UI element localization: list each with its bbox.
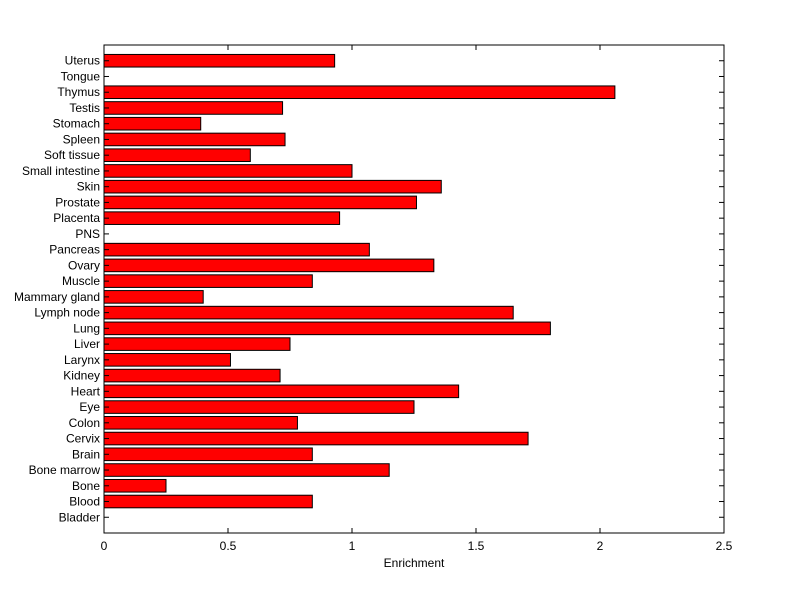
y-tick-label: Bladder [59, 510, 100, 524]
y-tick-label: Soft tissue [44, 148, 100, 162]
y-tick-label: Testis [69, 101, 100, 115]
y-tick-label: Lung [73, 321, 100, 335]
y-tick-label: Spleen [63, 132, 100, 146]
y-tick-label: Small intestine [22, 164, 100, 178]
y-tick-label: Pancreas [49, 243, 100, 257]
bar-stomach [103, 116, 202, 131]
bar-placenta [103, 211, 341, 225]
bar-prostate [103, 195, 417, 210]
bar-small-intestine [103, 164, 353, 178]
bar-cervix [103, 431, 529, 446]
y-tick-label: Kidney [63, 369, 100, 383]
x-tick-label: 2.5 [716, 539, 733, 553]
axes-box [103, 44, 725, 534]
y-tick-label: Colon [69, 416, 100, 430]
bar-bone [103, 478, 167, 493]
x-tick-label: 2 [597, 539, 604, 553]
x-tick-label: 0.5 [220, 539, 237, 553]
y-tick-label: Thymus [57, 85, 100, 99]
y-tick-label: Uterus [65, 54, 100, 68]
bar-ovary [103, 258, 435, 273]
y-tick-label: Brain [72, 447, 100, 461]
y-tick-label: Bone [72, 479, 100, 493]
bar-lymph-node [103, 305, 514, 320]
bar-heart [103, 384, 460, 399]
y-tick-label: Skin [77, 180, 100, 194]
bar-eye [103, 400, 415, 414]
bar-larynx [103, 353, 231, 367]
bar-thymus [103, 85, 616, 100]
y-tick-label: Lymph node [34, 306, 100, 320]
bar-colon [103, 416, 298, 430]
bar-skin [103, 179, 442, 194]
bar-muscle [103, 274, 313, 288]
x-tick-label: 0 [101, 539, 108, 553]
x-tick-label: 1 [349, 539, 356, 553]
y-tick-label: Blood [69, 495, 100, 509]
y-tick-label: Tongue [61, 69, 101, 83]
y-tick-label: Liver [74, 337, 100, 351]
y-tick-label: Cervix [66, 432, 100, 446]
x-axis-label: Enrichment [384, 556, 445, 570]
bar-kidney [103, 368, 281, 383]
bar-soft-tissue [103, 148, 251, 162]
bar-spleen [103, 132, 286, 147]
y-tick-label: Eye [79, 400, 100, 414]
bar-uterus [103, 53, 336, 68]
y-tick-label: Stomach [53, 117, 100, 131]
y-tick-label: PNS [75, 227, 100, 241]
y-tick-label: Ovary [68, 258, 100, 272]
bar-lung [103, 321, 551, 336]
y-tick-label: Larynx [64, 353, 100, 367]
y-tick-label: Bone marrow [29, 463, 101, 477]
bar-brain [103, 447, 313, 462]
bar-testis [103, 101, 284, 115]
y-tick-label: Heart [71, 384, 101, 398]
x-tick-label: 1.5 [468, 539, 485, 553]
bar-mammary-gland [103, 290, 204, 304]
bar-blood [103, 494, 313, 509]
bar-pancreas [103, 242, 370, 257]
y-tick-label: Muscle [62, 274, 100, 288]
bar-bone-marrow [103, 463, 390, 477]
y-tick-label: Placenta [53, 211, 100, 225]
y-tick-label: Mammary gland [14, 290, 100, 304]
y-tick-label: Prostate [55, 195, 100, 209]
bar-liver [103, 337, 291, 351]
